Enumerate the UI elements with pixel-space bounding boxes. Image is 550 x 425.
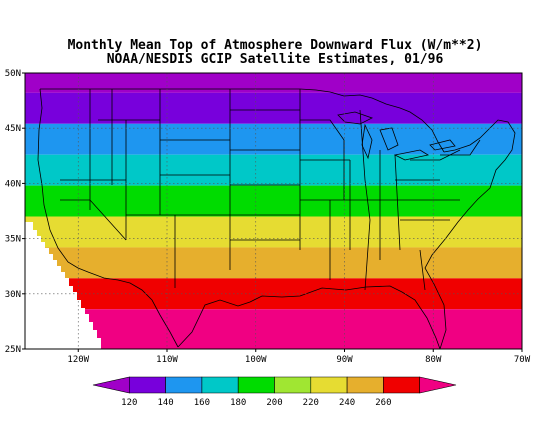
state-lines	[60, 89, 481, 291]
lat-tick-label-3: 35N	[5, 235, 21, 245]
lon-tick-label-0: 120W	[67, 355, 89, 365]
colorbar-label-1: 140	[157, 398, 173, 408]
colorbar-swatch-5	[274, 376, 312, 394]
no-data-area	[25, 222, 101, 349]
colorbar-swatch-9	[419, 376, 457, 394]
flux-band-6	[25, 247, 522, 279]
colorbar-swatch-7	[346, 376, 384, 394]
colorbar-label-5: 220	[303, 398, 319, 408]
great-lakes	[337, 111, 456, 161]
colorbar-swatch-2	[165, 376, 203, 394]
colorbar-swatch-3	[201, 376, 239, 394]
lat-tick-label-5: 25N	[5, 345, 21, 355]
colorbar-label-3: 180	[230, 398, 246, 408]
lat-tick-label-1: 45N	[5, 124, 21, 134]
lon-tick-label-1: 110W	[156, 355, 178, 365]
colorbar-swatch-8	[383, 376, 420, 394]
flux-band-5	[25, 216, 522, 248]
flux-band-8	[25, 309, 522, 349]
lat-lon-grid	[25, 73, 522, 349]
colorbar-swatch-4	[237, 376, 275, 394]
lat-tick-label-4: 30N	[5, 290, 21, 300]
lat-tick-label-0: 50N	[5, 69, 21, 79]
colorbar-label-2: 160	[194, 398, 210, 408]
flux-band-3	[25, 154, 522, 186]
colorbar: 120 140 160 180 200 220 240 260	[92, 376, 457, 408]
colorbar-swatch-1	[129, 376, 166, 394]
map-frame	[24, 72, 523, 350]
lon-tick-label-3: 90W	[336, 355, 353, 365]
lon-tick-label-5: 70W	[514, 355, 531, 365]
lat-tick-label-2: 40N	[5, 179, 21, 189]
flux-band-1	[25, 92, 522, 124]
colorbar-swatch-0	[92, 376, 130, 394]
lon-tick-label-2: 100W	[245, 355, 267, 365]
lon-tick-label-4: 80W	[425, 355, 442, 365]
map-title-line1: Monthly Mean Top of Atmosphere Downward …	[67, 38, 483, 53]
axis-ticks: 50N 45N 40N 35N 30N 25N 120W 110W 100W 90W 80W 70W	[5, 69, 531, 365]
colorbar-swatch-6	[310, 376, 348, 394]
colorbar-label-6: 240	[339, 398, 355, 408]
us-outline	[37, 88, 516, 349]
no-data-region	[25, 222, 101, 349]
colorbar-label-4: 200	[266, 398, 282, 408]
political-boundaries	[37, 88, 516, 349]
flux-band-4	[25, 185, 522, 217]
flux-band-0	[25, 73, 522, 93]
colorbar-label-0: 120	[121, 398, 137, 408]
colorbar-label-7: 260	[375, 398, 391, 408]
map-title-line2: NOAA/NESDIS GCIP Satellite Estimates, 01…	[106, 52, 444, 67]
